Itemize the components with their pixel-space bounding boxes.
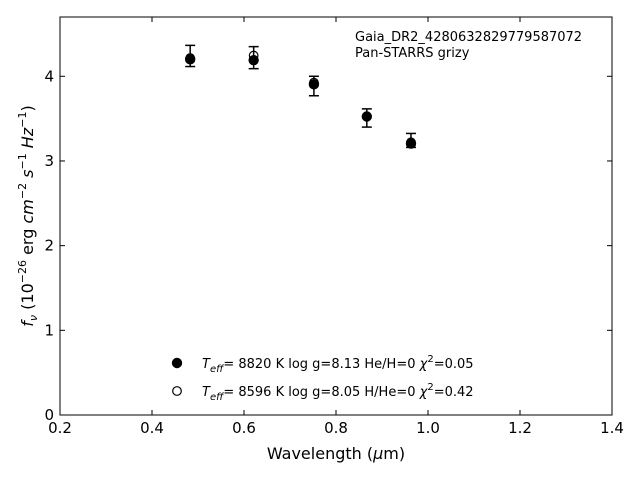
marks-layer — [184, 44, 417, 149]
y-axis-label: fν (10−26 erg cm−2 s−1 Hz−1) — [16, 105, 40, 326]
y-tick-label: 1 — [44, 321, 54, 339]
y-tick-label: 4 — [44, 67, 54, 85]
x-tick-label: 1.0 — [416, 419, 440, 437]
legend-entry-1: Teff= 8820 K log g=8.13 He/H=0 χ2=0.05 — [202, 354, 474, 375]
ticks-layer: 0.2 0.4 0.6 0.8 1.0 1.2 1.4 0 1 2 3 4 — [44, 17, 624, 437]
model-point-open — [185, 53, 196, 63]
plot-frame — [59, 16, 613, 416]
y-tick-label: 2 — [44, 237, 54, 255]
y-tick-label: 0 — [44, 406, 54, 424]
legend: Teff= 8820 K log g=8.13 He/H=0 χ2=0.05 Te… — [171, 354, 474, 403]
x-tick-label: 0.8 — [324, 419, 348, 437]
y-tick-label: 3 — [44, 152, 54, 170]
annotation-survey: Pan-STARRS grizy — [355, 46, 470, 61]
x-tick-label: 1.2 — [508, 419, 532, 437]
legend-marker-filled — [171, 357, 183, 369]
model-point-open — [309, 77, 319, 88]
legend-entry-2: Teff= 8596 K log g=8.05 H/He=0 χ2=0.42 — [202, 382, 474, 403]
annotation-star-id: Gaia_DR2_4280632829779587072 — [355, 30, 582, 45]
model-point-open — [248, 50, 259, 61]
model-point-open — [361, 111, 372, 122]
x-tick-label: 0.6 — [232, 419, 256, 437]
x-tick-label: 1.4 — [600, 419, 624, 437]
legend-marker-open — [172, 386, 182, 396]
model-point-open — [406, 137, 416, 148]
x-tick-label: 0.2 — [48, 419, 72, 437]
x-axis-label: Wavelength (μm) — [267, 444, 405, 463]
model-point-filled — [308, 79, 320, 90]
x-tick-label: 0.4 — [140, 419, 164, 437]
